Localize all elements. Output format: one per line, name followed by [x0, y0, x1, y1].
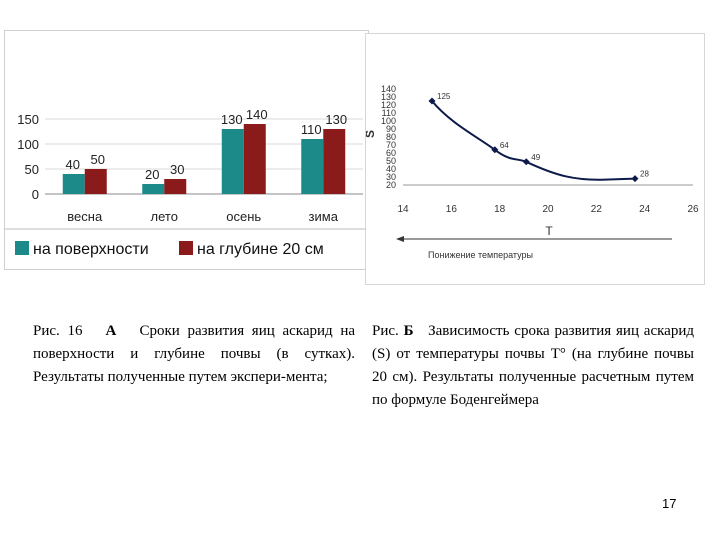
data-point [522, 158, 530, 166]
data-label: 130 [325, 112, 347, 127]
data-label: 110 [301, 122, 322, 137]
y-tick-label: 20 [386, 180, 396, 190]
page-number: 17 [662, 496, 677, 511]
data-label: 140 [246, 107, 268, 122]
caption-a: Рис. 16 А Сроки развития яиц аскарид на … [33, 320, 355, 389]
data-label: 50 [91, 152, 105, 167]
x-tick-label: 22 [591, 204, 603, 215]
bar-depth [323, 129, 346, 194]
x-tick-label: 26 [687, 204, 699, 215]
y-tick-label: 150 [17, 112, 39, 127]
caption-a-letter: А [105, 323, 117, 339]
y-tick-label: 0 [32, 187, 39, 202]
temperature-arrow-head [396, 236, 404, 242]
temperature-arrow-label: Понижение температуры [428, 250, 533, 260]
data-label: 64 [500, 141, 509, 150]
chart-a-frame: 0 50 100 150 40 50 весна 20 30 лето 130 140 осень 110… [4, 30, 369, 270]
caption-b-text: Зависимость срока развития яиц аскарид (… [372, 323, 694, 408]
x-tick-label: 24 [639, 204, 651, 215]
data-label: 40 [66, 157, 80, 172]
y-tick-label: 120 [381, 100, 396, 110]
series-line [431, 100, 636, 181]
x-tick-label: лето [151, 209, 178, 224]
data-label: 20 [145, 167, 159, 182]
legend-label-surface: на поверхности [33, 241, 149, 258]
data-point [491, 146, 499, 154]
caption-a-prefix: Рис. 16 [33, 323, 83, 339]
y-tick-label: 50 [386, 156, 396, 166]
data-label: 125 [437, 92, 451, 101]
x-axis-label: T [545, 224, 553, 238]
x-tick-label: осень [226, 209, 261, 224]
data-label: 49 [531, 153, 540, 162]
bar-depth [243, 124, 266, 194]
caption-b: Рис. Б Зависимость срока развития яиц ас… [372, 320, 694, 412]
x-tick-label: 18 [494, 204, 506, 215]
y-tick-label: 90 [386, 124, 396, 134]
x-tick-label: 16 [446, 204, 458, 215]
legend-label-depth: на глубине 20 см [197, 241, 324, 258]
y-tick-label: 110 [382, 108, 396, 118]
bar-depth [84, 169, 107, 194]
data-label: 28 [640, 170, 649, 179]
y-tick-label: 50 [25, 162, 39, 177]
caption-a-text: Сроки развития яиц аскарид на поверхност… [33, 323, 356, 385]
x-tick-label: 14 [397, 204, 409, 215]
y-tick-label: 30 [386, 172, 396, 182]
bar-surface [142, 184, 165, 194]
caption-b-prefix: Рис. [372, 323, 399, 339]
y-tick-label: 130 [381, 92, 396, 102]
data-point [631, 175, 639, 183]
data-point [428, 97, 436, 105]
x-tick-label: зима [309, 209, 339, 224]
bar-surface [221, 129, 244, 194]
y-axis-label: S [366, 130, 377, 138]
y-tick-label: 40 [386, 164, 396, 174]
legend-swatch-surface [15, 241, 29, 255]
bar-surface [62, 174, 85, 194]
x-tick-label: 20 [542, 204, 554, 215]
y-tick-label: 140 [381, 84, 396, 94]
y-tick-label: 60 [386, 148, 396, 158]
bar-surface [301, 139, 324, 194]
data-label: 130 [221, 112, 243, 127]
bar-depth [164, 179, 187, 194]
legend-swatch-depth [179, 241, 193, 255]
x-tick-label: весна [67, 209, 103, 224]
y-tick-label: 100 [17, 137, 39, 152]
y-tick-label: 100 [381, 116, 396, 126]
chart-b-frame: 20 30 40 50 60 70 80 90 100 110 120 130 140 14 16 18 20 2… [363, 33, 705, 285]
y-tick-label: 80 [386, 132, 396, 142]
y-tick-label: 70 [386, 140, 396, 150]
caption-b-letter: Б [403, 323, 414, 339]
data-label: 30 [170, 162, 184, 177]
